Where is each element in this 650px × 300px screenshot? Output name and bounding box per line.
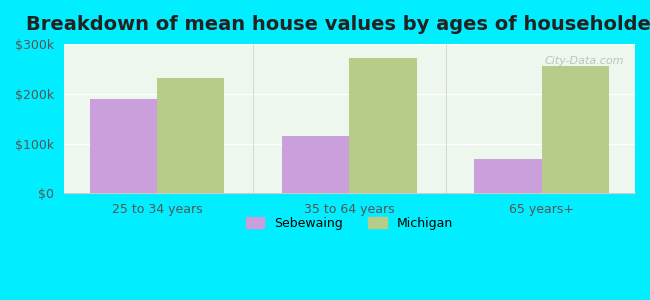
- Bar: [474, 160, 541, 193]
- Bar: [157, 78, 224, 193]
- Bar: [282, 136, 350, 193]
- Bar: [541, 66, 609, 193]
- Text: City-Data.com: City-Data.com: [544, 56, 623, 66]
- Title: Breakdown of mean house values by ages of householders: Breakdown of mean house values by ages o…: [27, 15, 650, 34]
- Bar: [90, 99, 157, 193]
- Bar: [350, 58, 417, 193]
- Legend: Sebewaing, Michigan: Sebewaing, Michigan: [240, 212, 458, 235]
